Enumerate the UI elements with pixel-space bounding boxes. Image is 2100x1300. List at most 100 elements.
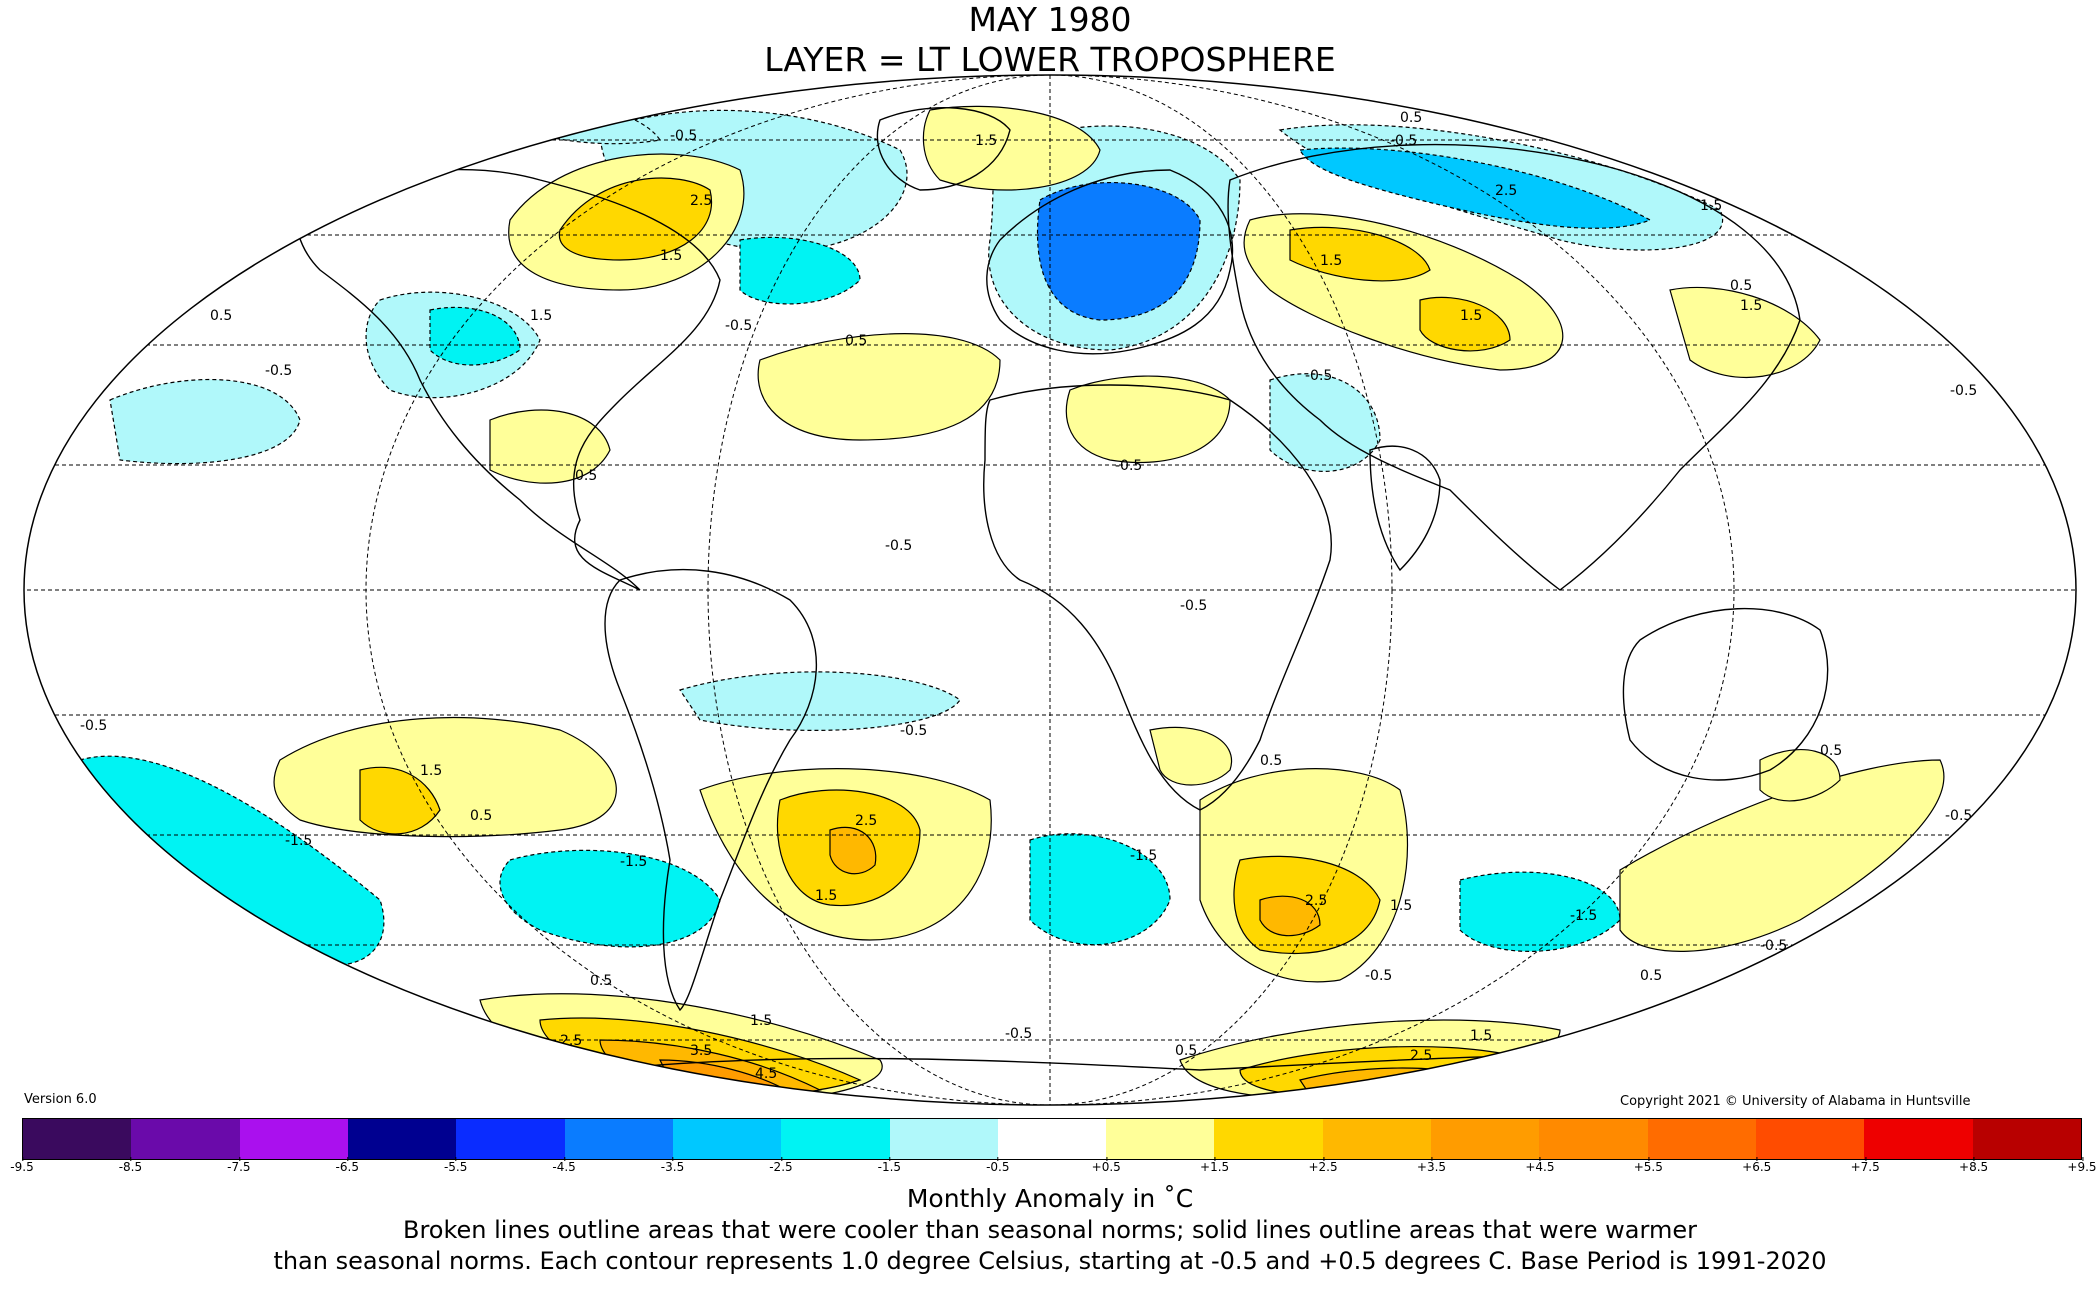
colorbar-tick-label: +2.5 [1308,1157,1338,1174]
colorbar-segment [1647,1119,1756,1159]
contour-label: -0.5 [900,723,927,739]
australia-outline [1622,607,1829,781]
contour-label: 2.5 [560,1033,582,1049]
colorbar-segment [1539,1119,1648,1159]
contour-label: 0.5 [1640,968,1662,984]
africa-outline [983,384,1332,811]
asia-outline [1227,143,1801,591]
colorbar-tick-label: +4.5 [1525,1157,1555,1174]
anomaly-map: -0.5 1.5 0.5 -0.5 2.5 1.5 2.5 1.5 1.5 1.… [23,74,2077,1106]
caption-line-2: than seasonal norms. Each contour repres… [273,1247,1827,1275]
contour-label: 1.5 [420,763,442,779]
colorbar-tick-label: +3.5 [1416,1157,1447,1174]
contour-label: 0.5 [1820,743,1842,759]
colorbar-segment [1756,1119,1865,1159]
contour-label: -0.5 [1760,938,1787,954]
cold-region-n-pacific [109,378,301,465]
contour-label: 0.5 [1175,1043,1197,1059]
colorbar-segment [997,1119,1107,1159]
contour-label: 0.5 [845,333,867,349]
contour-label: 0.5 [575,468,597,484]
warm-region-greenland-n [922,105,1101,191]
contour-label: -1.5 [285,833,312,849]
colorbar-segment [131,1119,240,1159]
contour-label: 1.5 [1460,308,1482,324]
contour-label: 1.5 [750,1013,772,1029]
cold-region-arabia [1269,373,1381,472]
cold-region-s-pacific [79,755,385,966]
contour-label: 1.5 [1470,1028,1492,1044]
map-border [23,74,2077,1106]
warmest-region-indian-ocean [1259,895,1321,937]
europe-outline [986,169,1234,355]
contour-labels: -0.5 1.5 0.5 -0.5 2.5 1.5 2.5 1.5 1.5 1.… [80,110,1977,1082]
cold-region-greenland [468,99,662,145]
colorbar-segment [781,1119,890,1159]
colorbar-tick-label: +7.5 [1850,1157,1880,1174]
map-title: MAY 1980 [968,0,1132,39]
colorbar-tick-label: -4.5 [552,1157,576,1174]
cold-region-s-atlantic [1029,833,1171,946]
contour-label: -0.5 [265,363,292,379]
contour-label: 1.5 [1390,898,1412,914]
colorbar-segment [564,1119,673,1159]
anomaly-fields: -0.5 1.5 0.5 -0.5 2.5 1.5 2.5 1.5 1.5 1.… [24,75,2076,1105]
warmer-region-russia [1289,226,1431,282]
contour-label: 0.5 [1400,110,1422,126]
india-outline [1369,445,1441,572]
cold-region-s-indian [1459,871,1621,952]
contour-label: 0.5 [210,308,232,324]
warmer-region-s-pacific [359,766,441,835]
contour-label: -0.5 [1180,598,1207,614]
contour-label: 0.5 [470,808,492,824]
contour-label: 2.5 [1410,1048,1432,1064]
contour-label: 1.5 [660,248,682,264]
warm-region-east-asia [1669,286,1821,379]
contour-label: -0.5 [670,128,697,144]
south-america-outline [604,568,818,1012]
colorbar-segment [1431,1119,1540,1159]
contour-label: 2.5 [690,193,712,209]
caption-line-1: Broken lines outline areas that were coo… [403,1216,1697,1244]
colorbar-tick-label: -2.5 [769,1157,793,1174]
contour-label: 1.5 [1700,198,1722,214]
contour-label: 2.5 [1495,183,1517,199]
colorbar-tick-label: -9.5 [10,1157,34,1174]
colorbar-tick-label: -7.5 [227,1157,251,1174]
contour-label: 1.5 [815,888,837,904]
warmer-region-canada [558,177,713,261]
colorbar-tick-label: +6.5 [1742,1157,1772,1174]
colorbar-segment [1214,1119,1323,1159]
contour-label: 3.5 [690,1043,712,1059]
contour-label: -0.5 [80,718,107,734]
contour-label: 2.5 [1305,893,1327,909]
warmer-region-central-asia [1419,296,1511,352]
contour-label: -0.5 [725,318,752,334]
map-subtitle: LAYER = LT LOWER TROPOSPHERE [764,40,1336,79]
colorbar-tick-label: -3.5 [660,1157,685,1174]
contour-label: 1.5 [1320,253,1342,269]
colorbar-tick-label: +1.5 [1200,1157,1230,1174]
version-label: Version 6.0 [24,1092,97,1107]
contour-label: 0.5 [1260,753,1282,769]
colder-region-europe [1036,182,1201,321]
contour-label: 1.5 [1740,298,1762,314]
contour-label: -0.5 [1390,133,1417,149]
contour-label: 4.5 [755,1066,777,1082]
colorbar-tick-label: -0.5 [986,1157,1010,1174]
warm-region-s-africa [1149,726,1233,786]
contour-label: 0.5 [590,973,612,989]
warm-region-atlantic [757,333,1001,441]
contour-label: -1.5 [1130,848,1157,864]
greenland-outline [876,107,1011,191]
colorbar-segment [1972,1119,2081,1159]
contour-label: -0.5 [1950,383,1977,399]
colorbar [22,1118,2082,1160]
colorbar-segment [672,1119,782,1159]
colorbar-ticks: -9.5 -8.5 -7.5 -6.5 -5.5 -4.5 -3.5 -2.5 -1.5 -0.5… [10,1157,2097,1180]
contour-label: -0.5 [885,538,912,554]
contour-label: -0.5 [1365,968,1392,984]
contour-label: 1.5 [530,308,552,324]
contour-label: 0.5 [1730,278,1752,294]
contour-label: -0.5 [1945,808,1972,824]
